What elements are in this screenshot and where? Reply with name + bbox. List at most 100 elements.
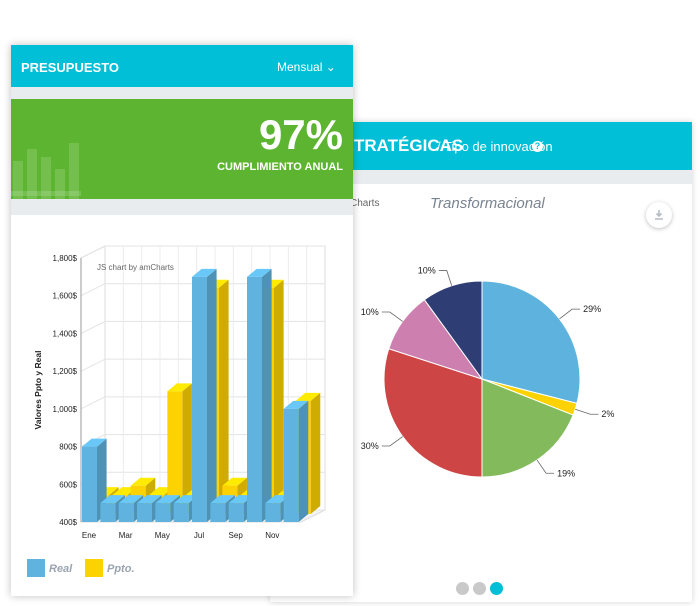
bar-real bbox=[247, 268, 272, 522]
carousel-pager bbox=[456, 582, 507, 600]
pie-label-line bbox=[536, 459, 555, 474]
chart-credit: JS chart by amCharts bbox=[97, 263, 174, 272]
kpi-label: CUMPLIMIENTO ANUAL bbox=[217, 161, 343, 173]
bar-real-top bbox=[137, 495, 162, 504]
kpi-panel: 97% CUMPLIMIENTO ANUAL bbox=[11, 99, 353, 199]
gridline-side bbox=[80, 245, 106, 259]
bar-ppto bbox=[167, 383, 192, 514]
bar-real-front bbox=[210, 503, 226, 522]
x-tick-label: May bbox=[155, 531, 170, 540]
legend-swatch-ppto bbox=[85, 559, 103, 577]
budget-card-divider bbox=[11, 87, 353, 99]
help-icon[interactable]: ? bbox=[532, 141, 543, 152]
bar-real-front bbox=[118, 503, 134, 522]
innovation-card-title: TRATÉGICAS bbox=[354, 136, 464, 155]
bar-real-front bbox=[283, 408, 299, 522]
pie-slice-label: 2% bbox=[601, 409, 614, 419]
bar-real-side bbox=[298, 400, 309, 522]
bar-real-top bbox=[247, 268, 272, 277]
budget-card-header: PRESUPUESTO Mensual ⌄ bbox=[11, 45, 353, 87]
budget-card-divider-2 bbox=[11, 199, 353, 215]
bar-real-front bbox=[155, 503, 171, 522]
download-icon bbox=[655, 210, 663, 220]
pie-slice-label: 10% bbox=[361, 307, 379, 317]
bar-ppto-side bbox=[274, 279, 284, 514]
innovation-card-subtitle: / Tipo de innovación bbox=[437, 139, 553, 154]
bar-real-front bbox=[265, 503, 281, 522]
budget-card-title: PRESUPUESTO bbox=[21, 60, 120, 75]
pie-label-line bbox=[559, 308, 581, 320]
bar-ppto-front bbox=[167, 391, 183, 514]
download-button[interactable] bbox=[646, 202, 672, 228]
pie-slice-label: 10% bbox=[418, 266, 436, 276]
y-tick-label: 600$ bbox=[59, 480, 77, 489]
bar-real-front bbox=[100, 503, 116, 522]
kpi-value: 97% bbox=[258, 111, 343, 158]
bar-ppto-top bbox=[167, 383, 192, 392]
bar-real-top bbox=[192, 268, 217, 277]
bar-real-front bbox=[137, 503, 152, 522]
gridline-side bbox=[80, 396, 106, 410]
pie-chart: 29% 2% 19% 30% 10% 10% bbox=[361, 266, 615, 479]
bar-ppto-top bbox=[295, 392, 321, 401]
x-tick-label: Sep bbox=[229, 531, 244, 540]
y-tick-label: 1,200$ bbox=[53, 367, 78, 376]
bar-real-side bbox=[207, 268, 217, 522]
pie-slice-label: 30% bbox=[361, 441, 379, 451]
bar-real bbox=[283, 400, 309, 522]
pie-slice-label: 19% bbox=[557, 468, 575, 478]
period-dropdown-label: Mensual bbox=[277, 60, 323, 74]
bar-ppto-top bbox=[130, 477, 156, 486]
x-tick-label: Jul bbox=[194, 531, 204, 540]
period-dropdown[interactable]: Mensual ⌄ bbox=[277, 60, 336, 74]
bar-ppto-top bbox=[222, 477, 247, 486]
bar-real-top bbox=[155, 495, 180, 504]
pager-dot-2[interactable] bbox=[473, 582, 486, 595]
pie-slice-label: 29% bbox=[583, 304, 601, 314]
bar-real-side bbox=[262, 268, 272, 522]
bar-real-front bbox=[228, 503, 244, 522]
bar-real-front bbox=[192, 276, 207, 522]
legend-label-real: Real bbox=[49, 563, 73, 575]
y-tick-label: 800$ bbox=[59, 443, 77, 452]
bar-real-top bbox=[118, 495, 144, 504]
bar-real-top bbox=[100, 495, 125, 504]
bar-real-top bbox=[210, 495, 235, 504]
bar-ppto-side bbox=[310, 392, 321, 514]
y-tick-label: 1,600$ bbox=[53, 292, 78, 301]
legend-label-ppto: Ppto. bbox=[107, 563, 135, 575]
bar-real bbox=[192, 268, 217, 522]
pager-dot-3[interactable] bbox=[490, 582, 503, 595]
y-tick-label: 1,400$ bbox=[53, 329, 78, 338]
pie-chart-title: Transformacional bbox=[430, 195, 545, 212]
pie-slice bbox=[481, 378, 574, 478]
bar-chart: 400$ 600$ 800$ 1,000$ 1,200$ 1,400$ 1,600$ 1,80… bbox=[33, 245, 326, 540]
gridline-side bbox=[80, 320, 106, 334]
x-tick-label: Nov bbox=[265, 531, 279, 540]
y-axis-label: Valores Ppto y Real bbox=[33, 351, 43, 430]
bar-chart-icon bbox=[11, 143, 81, 199]
bar-ppto-side bbox=[182, 383, 192, 514]
pie-label-line bbox=[575, 408, 599, 415]
pager-dot-1[interactable] bbox=[456, 582, 469, 595]
bar-real-front bbox=[173, 503, 189, 522]
y-tick-label: 1,800$ bbox=[53, 254, 78, 263]
bar-real-top bbox=[283, 400, 309, 409]
legend-swatch-real bbox=[27, 559, 45, 577]
y-tick-label: 400$ bbox=[59, 518, 77, 527]
pie-label-line bbox=[381, 436, 403, 447]
y-tick-label: 1,000$ bbox=[53, 405, 78, 414]
chart-credit[interactable]: Charts bbox=[350, 198, 380, 209]
gridline-side bbox=[80, 358, 106, 372]
pie-label-line bbox=[381, 311, 403, 322]
x-tick-label: Mar bbox=[119, 531, 133, 540]
innovation-card-divider bbox=[270, 170, 692, 184]
bar-real bbox=[82, 438, 107, 522]
budget-card: PRESUPUESTO Mensual ⌄ 97% CUMPLIMIENTO A… bbox=[11, 45, 353, 596]
bar-real-front bbox=[82, 446, 97, 522]
gridline-side bbox=[80, 283, 106, 297]
pie-label-line bbox=[438, 270, 453, 286]
x-tick-label: Ene bbox=[82, 531, 97, 540]
bar-real-front bbox=[247, 276, 262, 522]
pie-slice bbox=[383, 348, 483, 478]
